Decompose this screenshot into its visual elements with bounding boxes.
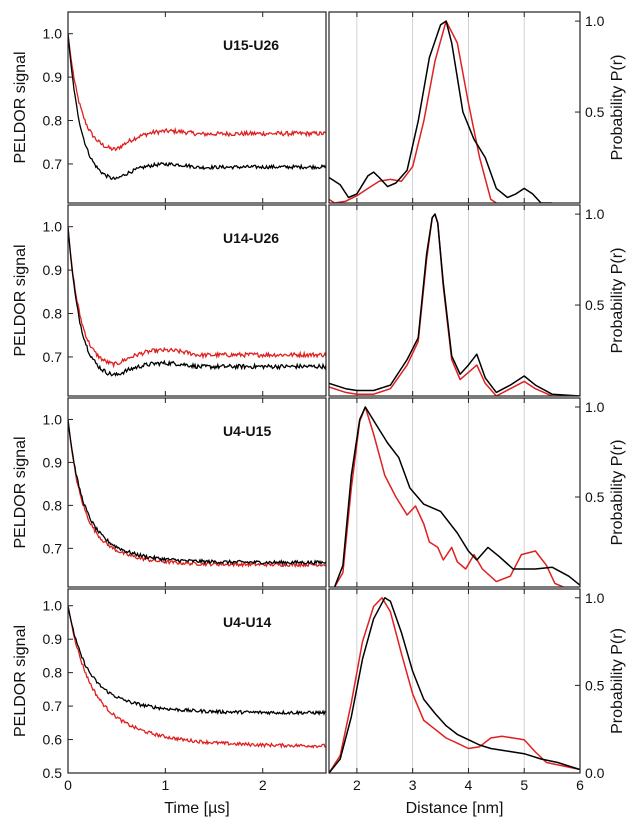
panel-time-0-series-1-line: [68, 33, 326, 181]
panel-distance-3-xtick-label-0: 2: [353, 777, 361, 793]
panel-distance-3-frame: [328, 588, 581, 774]
panel-time-1-ylabel: PELDOR signal: [12, 244, 29, 356]
panel-time-3-series-0-line: [68, 605, 326, 749]
panel-time-3-ytick-label-2: 0.7: [43, 698, 63, 714]
panel-distance-2-ylabel: Probability P(r): [609, 440, 626, 546]
panel-time-1-series-1-line: [68, 226, 326, 377]
panel-time-3-frame: [67, 588, 327, 774]
panel-distance-3-xlabel: Distance [nm]: [406, 800, 504, 817]
panel-time-3-ytick-label-4: 0.9: [43, 631, 63, 647]
panel-distance-3-ytick-label-1: 0.5: [585, 677, 605, 693]
panel-time-0-label: U15-U26: [223, 37, 279, 53]
panel-distance-1-ytick-label-0: 0.5: [585, 297, 605, 313]
panel-time-2-ytick-label-1: 0.8: [43, 497, 63, 513]
panel-distance-1-ytick-label-1: 1.0: [585, 206, 605, 222]
panel-distance-0-frame: [328, 11, 581, 204]
panel-distance-3-ytick-label-0: 0.0: [585, 765, 605, 781]
panel-distance-3-ylabel: Probability P(r): [609, 628, 626, 734]
panel-time-2-frame: [67, 397, 327, 588]
panel-distance-3-series-1-line: [329, 597, 580, 773]
panel-time-2-label: U4-U15: [223, 423, 271, 439]
panel-time-1-ytick-label-1: 0.8: [43, 306, 63, 322]
panel-distance-0-ytick-label-1: 1.0: [585, 13, 605, 29]
panel-distance-1-frame: [328, 204, 581, 397]
panel-distance-3-xtick-label-3: 5: [520, 777, 528, 793]
panel-distance-0-series-1-line: [329, 20, 553, 203]
panel-time-3-ytick-label-0: 0.5: [43, 765, 63, 781]
panel-time-3-ytick-label-1: 0.6: [43, 732, 63, 748]
panel-time-1-series-0-line: [68, 226, 326, 369]
panel-time-3-label: U4-U14: [223, 614, 271, 630]
panel-time-3-xtick-label-0: 0: [64, 777, 72, 793]
panel-time-3-ylabel: PELDOR signal: [12, 625, 29, 737]
panel-time-2-ytick-label-3: 1.0: [43, 411, 63, 427]
panel-time-1-frame: [67, 204, 327, 397]
panel-distance-0-ytick-label-0: 0.5: [585, 104, 605, 120]
panel-time-3-ytick-label-5: 1.0: [43, 598, 63, 614]
panel-distance-2-series-1-line: [333, 406, 580, 587]
panel-distance-2-series-0-line: [333, 406, 564, 587]
panel-time-2-ytick-label-0: 0.7: [43, 540, 63, 556]
panel-distance-1-series-1-line: [329, 213, 580, 396]
panel-time-0-series-0-line: [68, 33, 326, 152]
panel-time-0-ytick-label-1: 0.8: [43, 113, 63, 129]
panel-time-2-ylabel: PELDOR signal: [12, 436, 29, 548]
panel-distance-2-ytick-label-1: 1.0: [585, 399, 605, 415]
panel-time-3-series-1-line: [68, 605, 326, 716]
panel-time-3-xtick-label-1: 1: [161, 777, 169, 793]
panel-time-0-frame: [67, 11, 327, 204]
panel-time-2-series-0-line: [68, 419, 326, 568]
panel-time-1-label: U14-U26: [223, 230, 279, 246]
panel-distance-3-xtick-label-2: 4: [465, 777, 473, 793]
panel-distance-1-ylabel: Probability P(r): [609, 248, 626, 354]
panel-distance-2-frame: [328, 397, 581, 588]
panel-time-0-ytick-label-3: 1.0: [43, 26, 63, 42]
panel-distance-0-series-0-line: [329, 20, 497, 203]
panel-distance-3-series-0-line: [329, 597, 580, 773]
panel-time-0-ylabel: PELDOR signal: [12, 51, 29, 163]
panel-time-1-ytick-label-2: 0.9: [43, 262, 63, 278]
panel-time-0-ytick-label-0: 0.7: [43, 156, 63, 172]
panel-time-1-ytick-label-0: 0.7: [43, 349, 63, 365]
panel-distance-3-xtick-label-1: 3: [409, 777, 417, 793]
panel-time-3-xlabel: Time [µs]: [164, 800, 230, 817]
panel-distance-3-ytick-label-2: 1.0: [585, 590, 605, 606]
panel-distance-0-ylabel: Probability P(r): [609, 55, 626, 161]
panel-time-2-ytick-label-2: 0.9: [43, 454, 63, 470]
panel-time-3-ytick-label-3: 0.8: [43, 665, 63, 681]
panel-distance-1-series-0-line: [329, 213, 580, 396]
panel-time-3-xtick-label-2: 2: [259, 777, 267, 793]
panel-distance-3-xtick-label-4: 6: [576, 777, 584, 793]
panel-time-2-series-1-line: [68, 419, 326, 567]
panel-time-0-ytick-label-2: 0.9: [43, 69, 63, 85]
panel-distance-2-ytick-label-0: 0.5: [585, 489, 605, 505]
panel-time-1-ytick-label-3: 1.0: [43, 219, 63, 235]
